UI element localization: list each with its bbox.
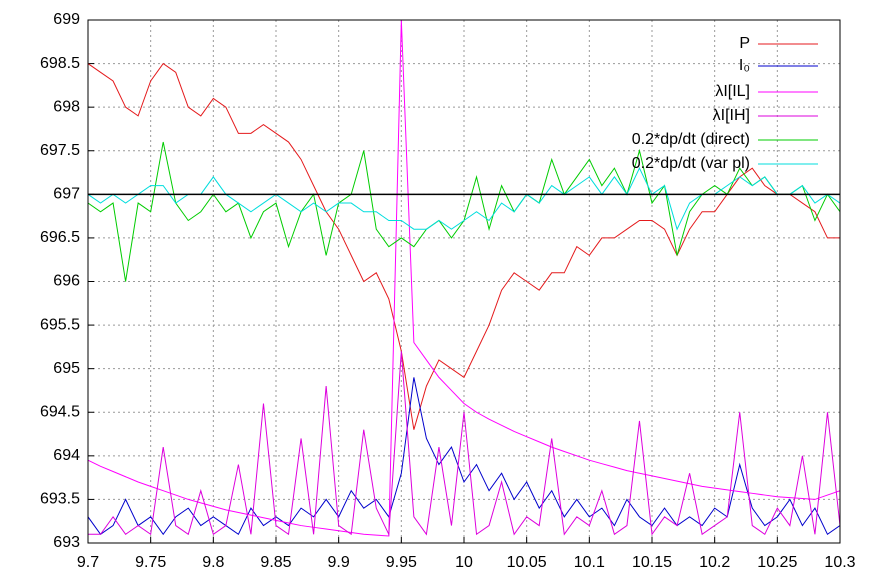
legend-label: I₀ bbox=[739, 57, 750, 74]
legend-label: P bbox=[739, 35, 750, 52]
y-tick-label: 696.5 bbox=[40, 229, 80, 246]
y-tick-label: 694 bbox=[53, 447, 80, 464]
y-tick-label: 697.5 bbox=[40, 142, 80, 159]
y-tick-label: 693 bbox=[53, 534, 80, 551]
series-line bbox=[88, 167, 840, 231]
legend-label: 0.2*dp/dt (direct) bbox=[632, 131, 750, 148]
x-tick-label: 9.85 bbox=[260, 554, 291, 571]
x-tick-label: 10.1 bbox=[574, 554, 605, 571]
x-tick-label: 10.25 bbox=[757, 554, 797, 571]
y-tick-label: 695 bbox=[53, 360, 80, 377]
x-tick-label: 9.9 bbox=[328, 554, 350, 571]
legend-label: 0.2*dp/dt (var pl) bbox=[632, 155, 750, 172]
series-line bbox=[88, 351, 840, 537]
series-line bbox=[88, 62, 840, 430]
x-tick-label: 9.75 bbox=[135, 554, 166, 571]
y-tick-label: 693.5 bbox=[40, 491, 80, 508]
x-tick-label: 9.8 bbox=[202, 554, 224, 571]
y-tick-label: 694.5 bbox=[40, 403, 80, 420]
x-tick-label: 10.05 bbox=[507, 554, 547, 571]
y-tick-label: 697 bbox=[53, 186, 80, 203]
y-tick-label: 699 bbox=[53, 11, 80, 28]
series-line bbox=[88, 377, 840, 536]
x-tick-label: 10.3 bbox=[824, 554, 855, 571]
series-line bbox=[88, 20, 840, 537]
legend-label: λI[IL] bbox=[715, 83, 750, 100]
y-tick-label: 698 bbox=[53, 98, 80, 115]
plot-frame bbox=[87, 19, 841, 544]
legend-label: λI[IH] bbox=[713, 107, 750, 124]
y-tick-label: 698.5 bbox=[40, 55, 80, 72]
x-tick-label: 10.15 bbox=[632, 554, 672, 571]
x-tick-label: 9.95 bbox=[386, 554, 417, 571]
x-tick-label: 10 bbox=[455, 554, 473, 571]
x-tick-label: 10.2 bbox=[699, 554, 730, 571]
x-tick-label: 9.7 bbox=[77, 554, 99, 571]
y-tick-label: 696 bbox=[53, 273, 80, 290]
y-tick-label: 695.5 bbox=[40, 316, 80, 333]
